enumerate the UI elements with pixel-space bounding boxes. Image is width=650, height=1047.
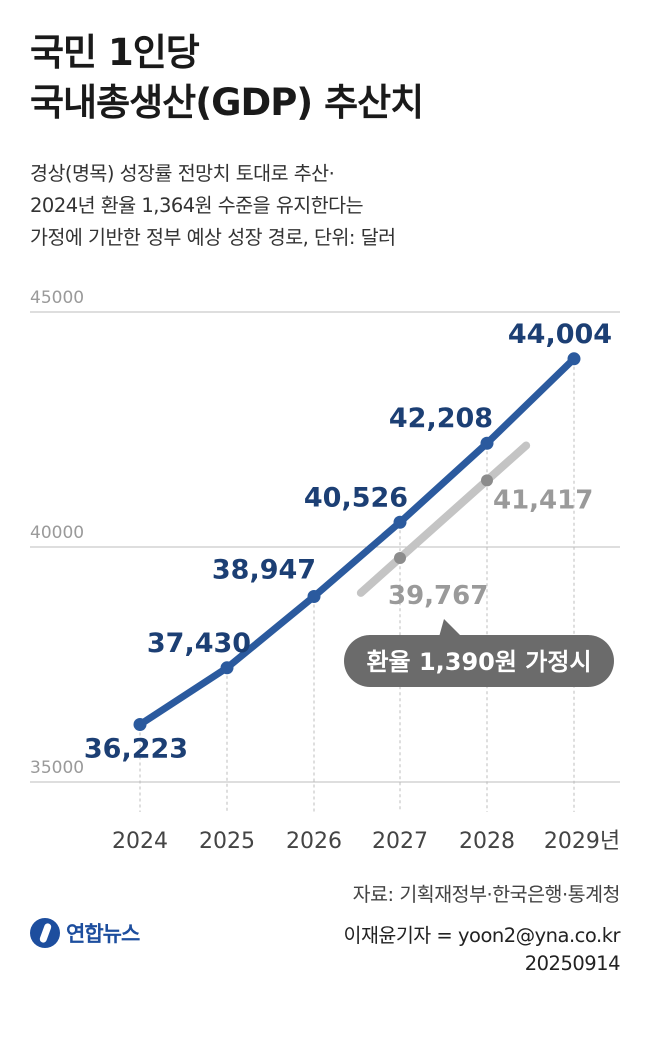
- subtitle: 경상(명목) 성장률 전망치 토대로 추산· 2024년 환율 1,364원 수…: [30, 158, 396, 254]
- x-tick-label: 2025: [199, 829, 255, 854]
- x-tick-label: 2029년: [544, 829, 620, 854]
- main-series-point: [393, 515, 407, 529]
- main-data-label: 40,526: [304, 482, 408, 513]
- main-data-label: 36,223: [84, 734, 188, 765]
- main-data-label: 44,004: [508, 319, 612, 350]
- callout-text: 환율 1,390원 가정시: [366, 648, 591, 676]
- alt-data-label: 41,417: [493, 485, 593, 515]
- main-series-point: [307, 589, 321, 603]
- main-data-label: 42,208: [389, 403, 493, 434]
- title-line-2: 국내총생산(GDP) 추산치: [30, 81, 424, 124]
- alt-data-label: 39,767: [388, 581, 488, 611]
- yonhap-logo: 연합뉴스: [30, 918, 140, 948]
- y-tick-label: 40000: [30, 523, 84, 543]
- main-series-line: [136, 355, 578, 729]
- alt-series-point: [394, 551, 406, 564]
- y-tick-label: 35000: [30, 758, 84, 778]
- main-series-point: [220, 661, 234, 675]
- subtitle-line-3: 가정에 기반한 정부 예상 성장 경로, 단위: 달러: [30, 226, 396, 249]
- credits: 이재윤기자 = yoon2@yna.co.kr 20250914: [343, 922, 621, 978]
- reporter-credit: 이재윤기자 = yoon2@yna.co.kr: [343, 924, 621, 947]
- x-tick-label: 2028: [459, 829, 515, 854]
- alt-series-point: [481, 474, 493, 487]
- x-tick-label: 2024: [112, 829, 168, 854]
- date-stamp: 20250914: [524, 952, 621, 975]
- main-data-label: 38,947: [212, 554, 316, 585]
- callout-bubble: [344, 635, 614, 687]
- source-note: 자료: 기획재정부·한국은행·통계청: [352, 883, 621, 906]
- callout-pointer: [439, 619, 462, 637]
- main-series-point: [480, 436, 494, 450]
- x-tick-label: 2027: [372, 829, 428, 854]
- alt-series-line: [356, 441, 531, 597]
- y-tick-label: 45000: [30, 288, 84, 308]
- x-tick-label: 2026: [286, 829, 342, 854]
- title-line-1: 국민 1인당: [30, 31, 200, 74]
- subtitle-line-1: 경상(명목) 성장률 전망치 토대로 추산·: [30, 162, 335, 185]
- page-title: 국민 1인당 국내총생산(GDP) 추산치: [30, 28, 424, 128]
- main-series-point: [133, 718, 147, 732]
- subtitle-line-2: 2024년 환율 1,364원 수준을 유지한다는: [30, 194, 364, 217]
- yonhap-logo-icon: [30, 918, 60, 948]
- main-series-point: [567, 352, 581, 366]
- logo-text: 연합뉴스: [66, 922, 140, 946]
- main-data-label: 37,430: [147, 628, 251, 659]
